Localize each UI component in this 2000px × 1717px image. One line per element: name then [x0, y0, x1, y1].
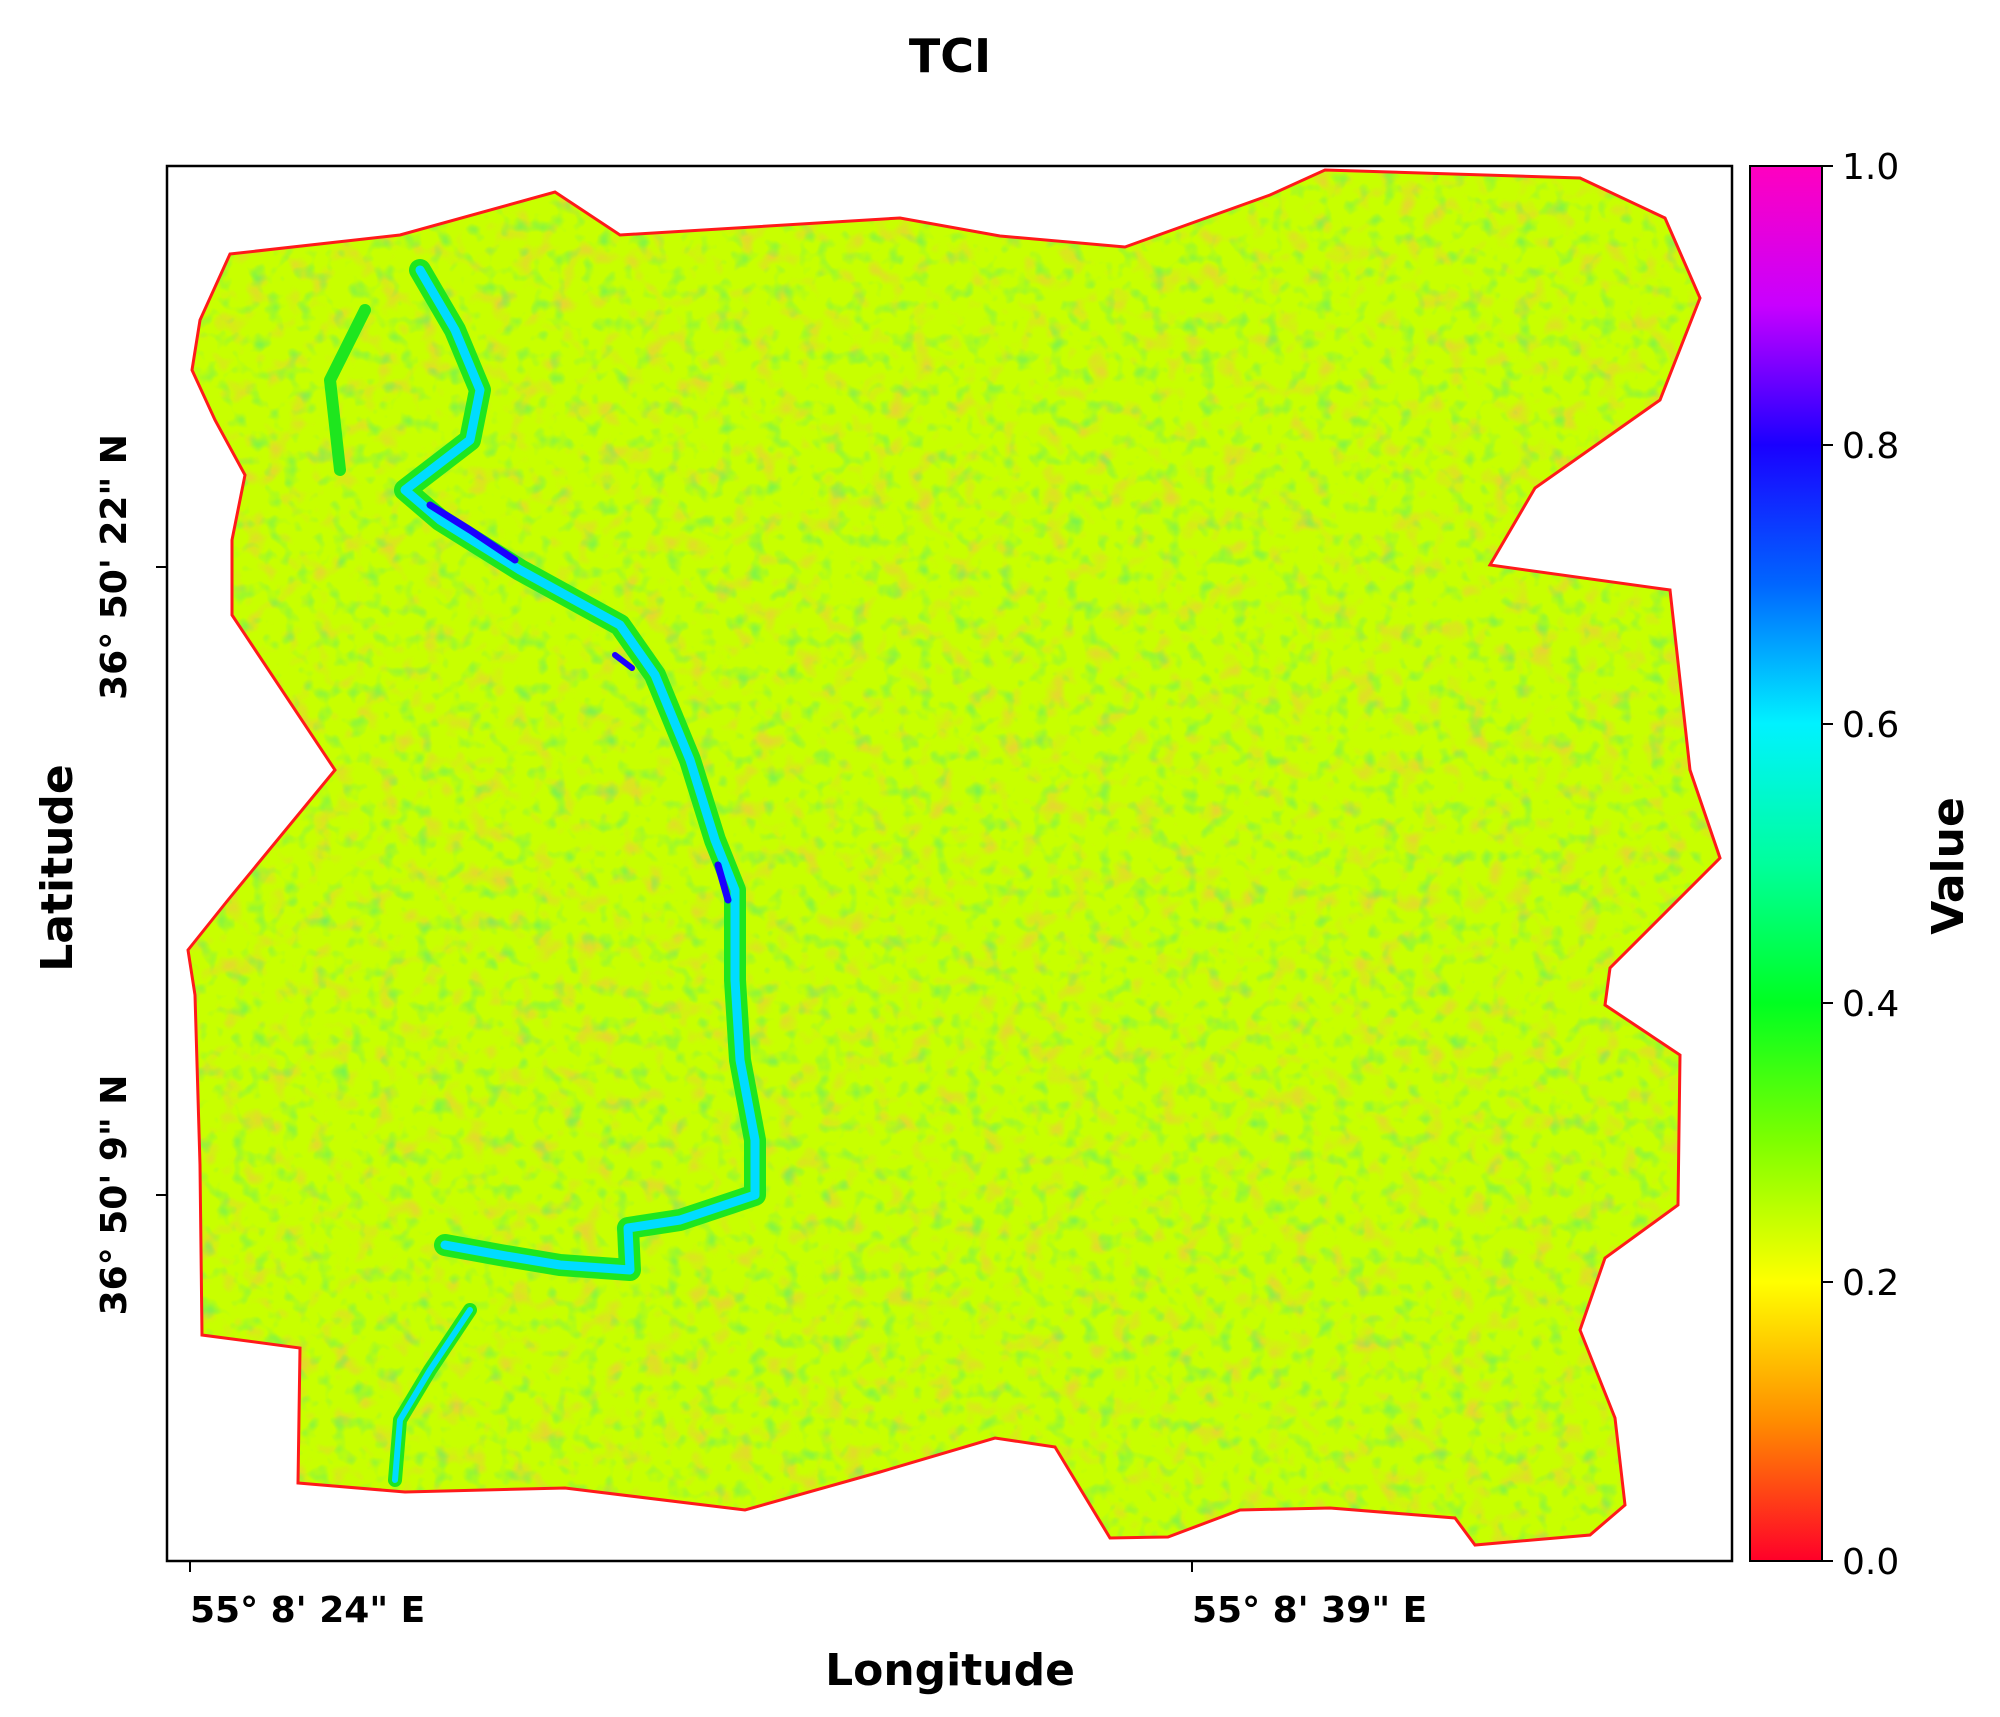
y-tick-label: 36° 50' 22" N: [94, 434, 135, 700]
x-axis-label: Longitude: [825, 1645, 1075, 1696]
stream-network: [324, 259, 766, 1487]
colorbar-tick-label: 0.6: [1842, 705, 1899, 746]
study-area-outline: [186, 168, 1722, 1547]
colorbar-ticks: 0.0 0.2 0.4 0.6 0.8 1.0: [1822, 147, 1899, 1583]
colorbar-tick-label: 0.8: [1842, 426, 1899, 467]
colorbar-tick-label: 1.0: [1842, 147, 1899, 188]
chart-title: TCI: [909, 29, 991, 83]
y-tick-label: 36° 50' 9" N: [94, 1075, 135, 1316]
colorbar: 0.0 0.2 0.4 0.6 0.8 1.0 Value: [1749, 147, 1974, 1583]
map-panel: [165, 164, 1734, 1563]
y-axis: 36° 50' 22" N 36° 50' 9" N Latitude: [32, 434, 167, 1315]
raster-green-noise: [188, 170, 1720, 1545]
stream-channel: [400, 265, 760, 1275]
colorbar-gradient: [1749, 165, 1823, 1562]
colorbar-label: Value: [1923, 797, 1974, 935]
x-axis: 55° 8' 24" E 55° 8' 39" E Longitude: [189, 1561, 1427, 1696]
x-tick-label: 55° 8' 39" E: [1192, 1590, 1427, 1631]
stream-channel: [612, 652, 635, 671]
stream-channel: [714, 861, 732, 904]
stream-channel: [324, 304, 371, 476]
colorbar-tick-label: 0.4: [1842, 984, 1899, 1025]
plot-border: [165, 164, 1734, 1563]
y-axis-label: Latitude: [32, 764, 83, 972]
stream-channel: [392, 1307, 473, 1483]
study-area-raster: [188, 170, 1720, 1545]
x-tick-label: 55° 8' 24" E: [190, 1590, 425, 1631]
colorbar-tick-label: 0.2: [1842, 1263, 1899, 1304]
stream-channel: [426, 501, 519, 564]
colorbar-tick-label: 0.0: [1842, 1542, 1899, 1583]
